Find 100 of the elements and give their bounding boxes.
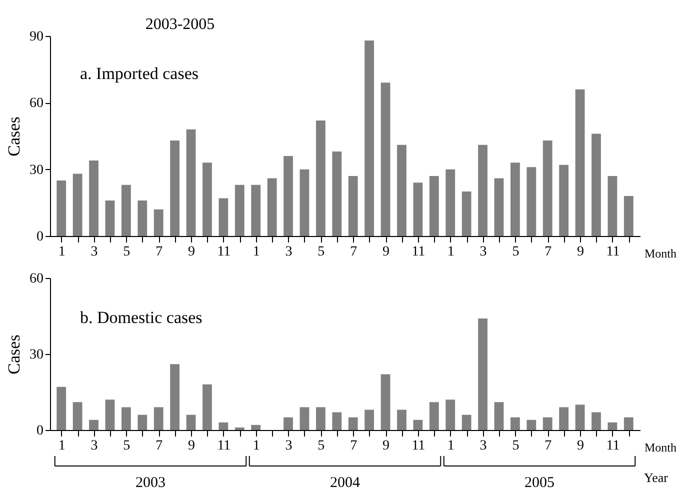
bar bbox=[575, 404, 585, 430]
x-tick-label: 11 bbox=[606, 244, 620, 260]
x-tick-label: 1 bbox=[58, 244, 66, 260]
bar bbox=[624, 417, 634, 430]
bar bbox=[494, 402, 504, 430]
x-tick-label: 9 bbox=[382, 244, 390, 260]
x-tick-label: 9 bbox=[188, 244, 196, 260]
bar bbox=[526, 167, 536, 236]
x-tick-label: 3 bbox=[480, 244, 487, 260]
bar bbox=[510, 417, 520, 430]
x-tick-label: 3 bbox=[90, 244, 98, 260]
bar bbox=[218, 422, 228, 430]
bar bbox=[170, 140, 180, 236]
bar bbox=[186, 129, 196, 236]
x-tick-label: 3 bbox=[285, 438, 292, 454]
bar bbox=[462, 414, 472, 430]
bar bbox=[121, 407, 131, 430]
x-tick-label: 11 bbox=[217, 438, 231, 454]
bar bbox=[316, 407, 326, 430]
bar bbox=[608, 176, 618, 236]
x-tick-label: 5 bbox=[123, 438, 130, 454]
y-axis-title: Cases bbox=[4, 334, 24, 374]
x-tick-label: 5 bbox=[512, 438, 520, 454]
bar bbox=[542, 140, 552, 236]
bar bbox=[316, 120, 326, 236]
bar bbox=[300, 407, 310, 430]
y-tick-label: 30 bbox=[30, 162, 44, 178]
bar bbox=[397, 410, 406, 430]
bar bbox=[72, 402, 82, 430]
x-tick-label: 1 bbox=[252, 438, 260, 454]
bar bbox=[105, 400, 115, 430]
bar bbox=[202, 162, 212, 236]
x-tick-label: 1 bbox=[447, 244, 454, 260]
bar bbox=[542, 417, 552, 430]
x-tick-label: 5 bbox=[318, 438, 325, 454]
y-tick-label: 60 bbox=[30, 272, 44, 286]
y-axis-title: Cases bbox=[4, 116, 24, 156]
x-tick-label: 11 bbox=[217, 244, 231, 260]
bar bbox=[284, 156, 293, 236]
bar bbox=[348, 417, 358, 430]
bar bbox=[364, 410, 374, 430]
text: 2003 bbox=[135, 475, 166, 491]
bar bbox=[380, 82, 390, 236]
bar bbox=[413, 420, 423, 430]
bar bbox=[56, 386, 66, 430]
bar bbox=[234, 184, 244, 236]
x-tick-label: 3 bbox=[90, 438, 98, 454]
x-tick-label: 1 bbox=[447, 438, 454, 454]
bar bbox=[202, 384, 212, 430]
bar bbox=[72, 174, 82, 236]
bar bbox=[267, 178, 277, 236]
x-tick-label: 5 bbox=[123, 244, 130, 260]
x-tick-label: 9 bbox=[188, 438, 196, 454]
bar bbox=[559, 407, 569, 430]
bar bbox=[284, 417, 293, 430]
text: 2004 bbox=[330, 475, 360, 491]
x-tick-label: 11 bbox=[606, 438, 620, 454]
bar bbox=[364, 40, 374, 236]
x-tick-label: 9 bbox=[577, 438, 584, 454]
x-tick-label: 9 bbox=[382, 438, 390, 454]
bar bbox=[251, 184, 261, 236]
x-tick-label: 5 bbox=[512, 244, 520, 260]
y-tick-label: 60 bbox=[30, 96, 44, 112]
bar bbox=[121, 184, 131, 236]
bar bbox=[446, 169, 456, 236]
bar bbox=[105, 200, 115, 236]
bar bbox=[186, 414, 196, 430]
bar bbox=[429, 402, 439, 430]
x-axis-title: Month bbox=[644, 246, 677, 260]
y-tick-label: 90 bbox=[30, 30, 44, 44]
x-tick-label: 7 bbox=[350, 244, 358, 260]
bar bbox=[413, 182, 423, 236]
x-tick-label: 5 bbox=[318, 244, 325, 260]
x-tick-label: 3 bbox=[480, 438, 487, 454]
bar bbox=[478, 318, 488, 430]
x-tick-label: 7 bbox=[156, 244, 163, 260]
text: b. Domestic cases bbox=[80, 308, 202, 327]
bar bbox=[380, 374, 390, 430]
x-tick-label: 7 bbox=[544, 244, 552, 260]
x-tick-label: 7 bbox=[544, 438, 552, 454]
x-tick-label: 1 bbox=[58, 438, 66, 454]
bar bbox=[300, 169, 310, 236]
chart-title: 2003-2005 bbox=[145, 16, 215, 33]
bar bbox=[332, 152, 342, 236]
x-tick-label: 11 bbox=[412, 438, 426, 454]
x-tick-label: 11 bbox=[412, 244, 426, 260]
bar bbox=[462, 192, 472, 236]
text: Year bbox=[644, 470, 669, 485]
y-tick-label: 30 bbox=[30, 348, 44, 362]
bar bbox=[56, 180, 66, 236]
bar bbox=[526, 420, 536, 430]
bar bbox=[154, 209, 164, 236]
x-tick-label: 7 bbox=[156, 438, 163, 454]
x-tick-label: 3 bbox=[285, 244, 292, 260]
bar bbox=[446, 400, 456, 430]
x-tick-label: 7 bbox=[350, 438, 358, 454]
text: 2005 bbox=[524, 475, 555, 491]
y-tick-label: 0 bbox=[36, 424, 44, 438]
bar bbox=[138, 200, 148, 236]
bar bbox=[494, 178, 504, 236]
